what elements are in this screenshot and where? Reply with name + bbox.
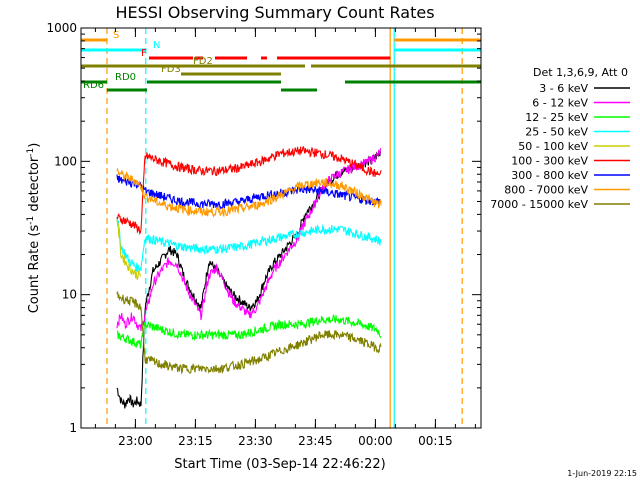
y-axis-label: Count Rate (s-1 detector-1)	[26, 143, 42, 314]
plot-frame	[80, 27, 482, 429]
x-tick-label: 23:45	[298, 434, 333, 448]
x-axis-label: Start Time (03-Sep-14 22:46:22)	[174, 457, 385, 472]
y-axis: 1 10 100 1000	[46, 21, 481, 435]
series-lines	[116, 146, 382, 409]
x-tick-label: 00:00	[358, 434, 393, 448]
flag-label: F	[141, 48, 147, 59]
legend-title: Det 1,3,6,9, Att 0	[533, 66, 628, 79]
x-tick-label: 23:15	[178, 434, 213, 448]
series-line-7	[116, 167, 382, 218]
legend: Det 1,3,6,9, Att 0 3 - 6 keV 6 - 12 keV12…	[490, 66, 630, 211]
flag-label: RD0	[115, 72, 136, 83]
flag-label: S	[113, 30, 119, 41]
y-tick-label: 1	[69, 421, 77, 435]
vertical-markers	[106, 28, 463, 428]
series-line-8	[116, 291, 382, 375]
legend-entry-label: 800 - 7000 keV	[504, 184, 588, 197]
x-tick-label: 23:00	[118, 434, 153, 448]
flag-label: RD6	[83, 80, 104, 91]
series-line-0	[116, 151, 382, 409]
legend-entry-label: 50 - 100 keV	[518, 140, 588, 153]
series-line-2	[117, 313, 382, 349]
legend-entry-label: 7000 - 15000 keV	[490, 198, 588, 211]
series-line-5	[116, 146, 382, 236]
series-line-6	[116, 174, 382, 211]
x-tick-label: 00:15	[418, 434, 453, 448]
x-axis: 23:00 23:15 23:30 23:45 00:00 00:15	[94, 28, 476, 448]
legend-entry-label: 3 - 6 keV	[539, 82, 588, 95]
legend-entry-label: 300 - 800 keV	[511, 169, 588, 182]
chart-title: HESSI Observing Summary Count Rates	[115, 3, 434, 22]
y-tick-label: 100	[54, 154, 77, 168]
series-line-4	[116, 219, 141, 280]
flag-bars: S NF FD2 FD3 RD0 RD6	[81, 30, 481, 92]
y-tick-label: 10	[62, 288, 77, 302]
legend-entry-label: 25 - 50 keV	[525, 126, 588, 139]
series-line-1	[116, 148, 382, 332]
legend-entry-label: 100 - 300 keV	[511, 155, 588, 168]
series-line-3	[116, 216, 382, 273]
x-tick-label: 23:30	[238, 434, 273, 448]
flag-label: FD2	[193, 56, 213, 67]
legend-entry-label: 12 - 25 keV	[525, 111, 588, 124]
flag-label: FD3	[161, 64, 181, 75]
timestamp-annotation: 1-Jun-2019 22:15	[567, 469, 637, 478]
legend-entry-label: 6 - 12 keV	[532, 97, 588, 110]
flag-label: N	[153, 40, 160, 51]
y-tick-label: 1000	[46, 21, 77, 35]
